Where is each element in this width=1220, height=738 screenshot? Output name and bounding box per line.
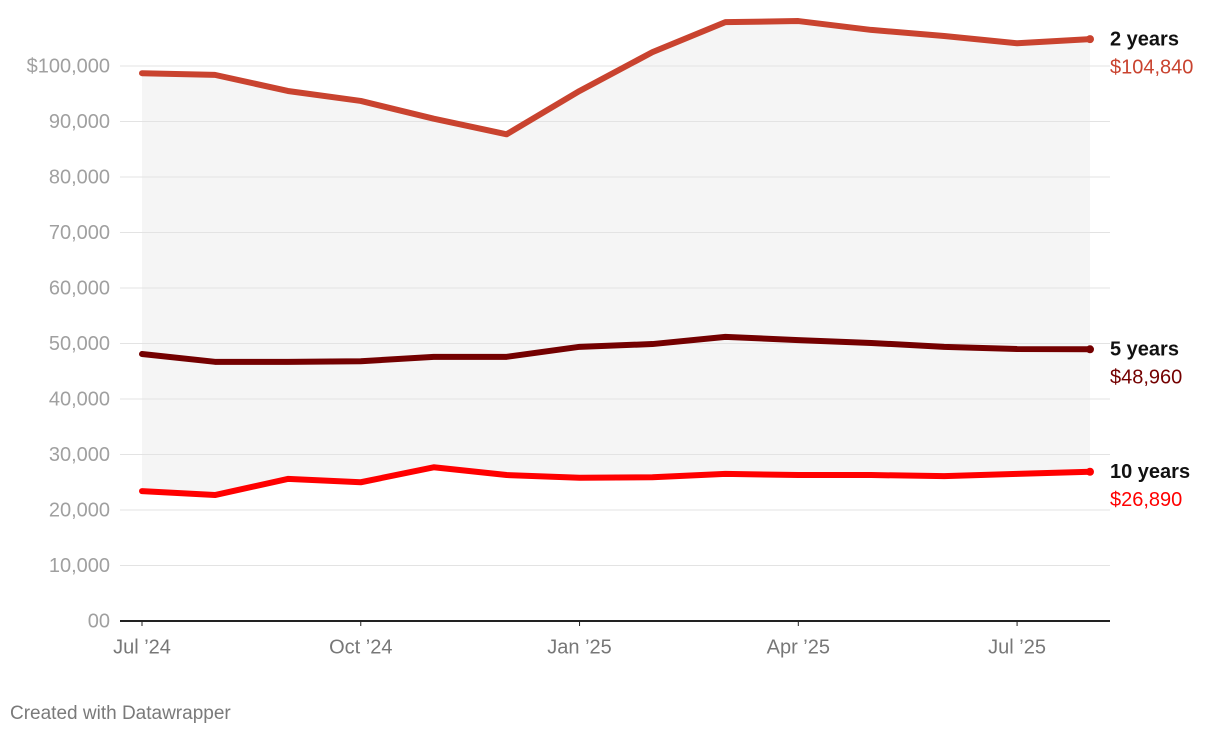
end-point: [1086, 345, 1094, 354]
y-tick-label: 50,000: [49, 333, 110, 355]
end-point: [1086, 467, 1094, 476]
x-tick-label: Jul ’24: [113, 636, 171, 658]
value-label: $48,960: [1110, 367, 1182, 389]
series-line: [139, 333, 1093, 365]
y-tick-label: 70,000: [49, 222, 110, 244]
x-tick-label: Jul ’25: [988, 636, 1046, 658]
y-tick-label: 20,000: [49, 499, 110, 521]
series-label: 2 years: [1110, 28, 1179, 50]
x-tick-label: Jan ’25: [547, 636, 612, 658]
y-tick-label: 80,000: [49, 166, 110, 188]
series-label: 5 years: [1110, 339, 1179, 361]
y-tick-label: 90,000: [49, 111, 110, 133]
x-tick-label: Apr ’25: [767, 636, 830, 658]
x-tick-label: Oct ’24: [329, 636, 392, 658]
y-tick-label: 10,000: [49, 555, 110, 577]
y-tick-label: 40,000: [49, 388, 110, 410]
y-tick-label: $100,000: [27, 55, 110, 77]
end-point: [1086, 35, 1094, 44]
series-line: [139, 18, 1093, 138]
value-label: $26,890: [1110, 489, 1182, 511]
range-area: [142, 21, 1090, 496]
series-line: [139, 464, 1093, 499]
y-tick-label: 30,000: [49, 444, 110, 466]
footer: Created with Datawrapper: [10, 703, 231, 724]
y-tick-label: 60,000: [49, 277, 110, 299]
y-tick-label: 00: [88, 610, 110, 632]
series-label: 10 years: [1110, 461, 1190, 483]
value-label: $104,840: [1110, 56, 1193, 78]
